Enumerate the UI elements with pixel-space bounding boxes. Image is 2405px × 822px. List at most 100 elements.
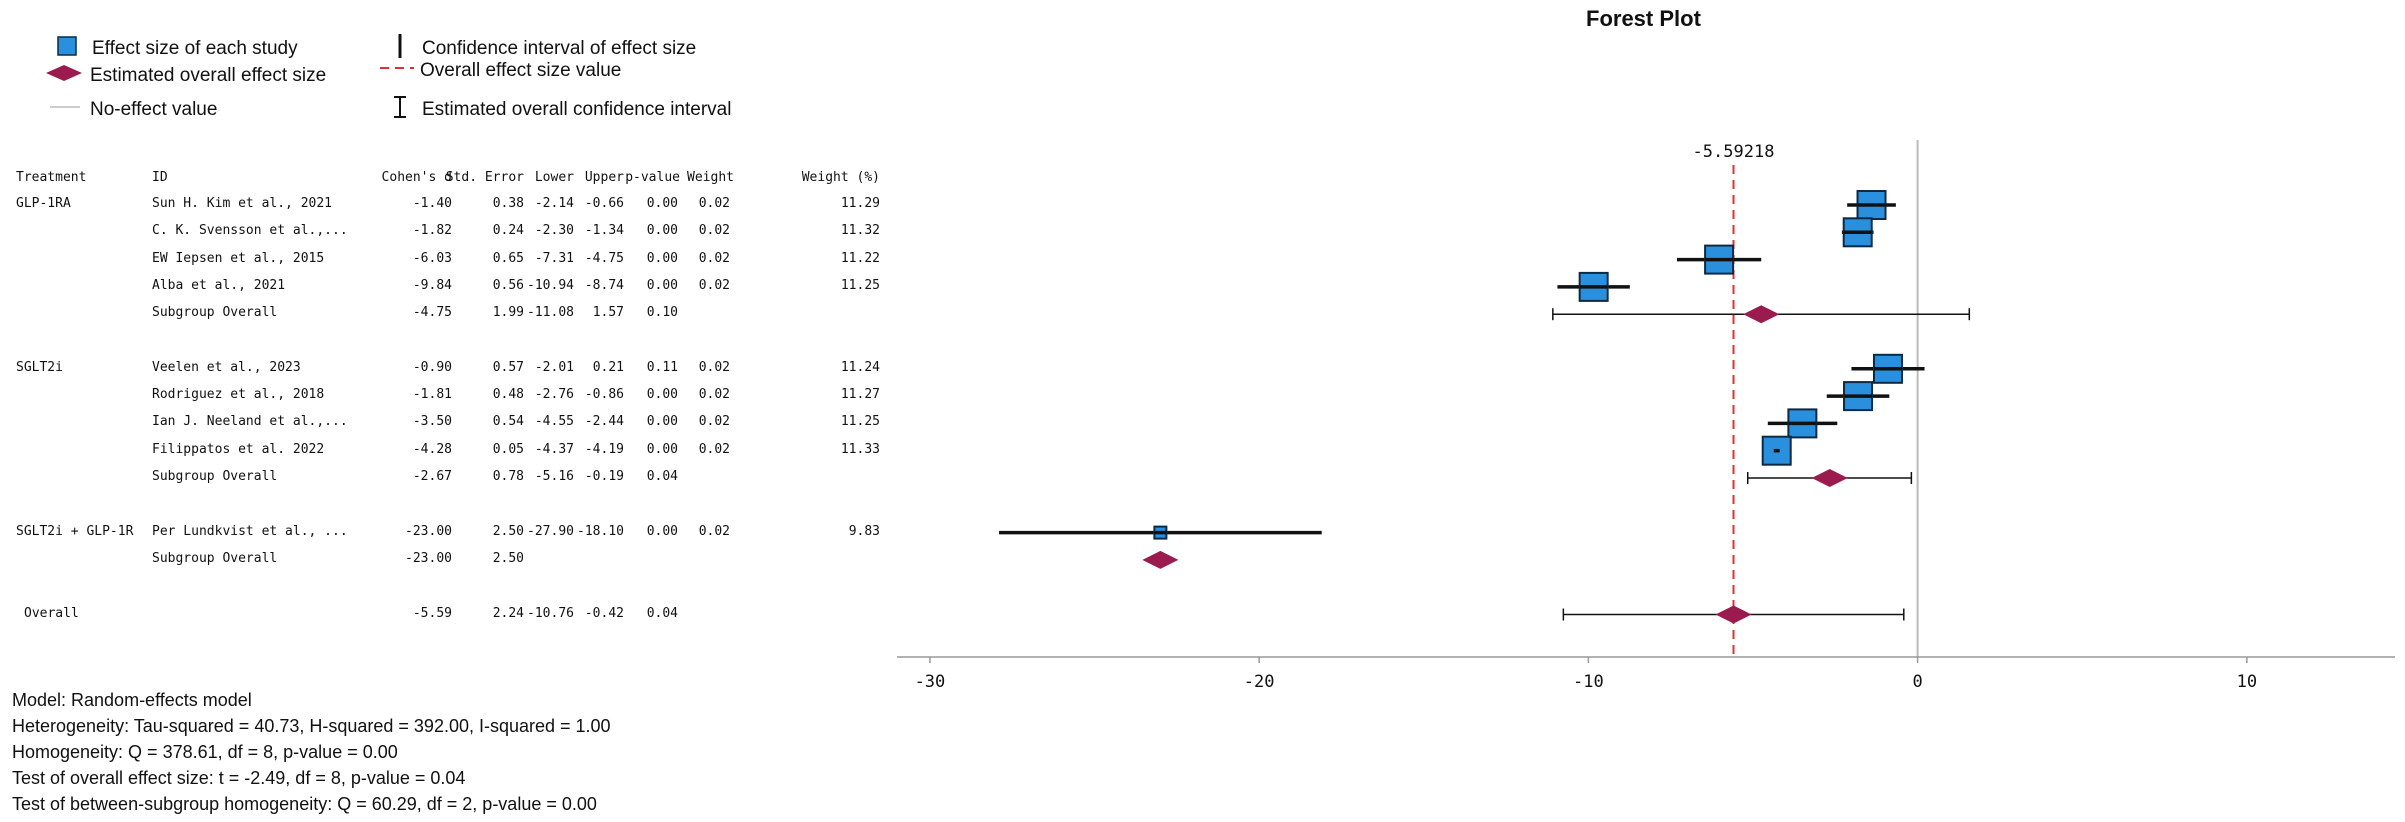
table-cell-id: Alba et al., 2021 — [152, 277, 286, 293]
table-cell-upper: -0.66 — [584, 196, 624, 211]
table-cell-weight: 0.02 — [698, 523, 730, 539]
table-cell-d: -3.50 — [412, 414, 452, 430]
table-cell-se: 0.56 — [492, 277, 524, 293]
legend-study-effect: Effect size of each study — [52, 36, 298, 62]
overall-effect-diamond — [1142, 550, 1179, 569]
overall-effect-diamond — [1811, 469, 1848, 487]
table-cell-upper: -0.86 — [584, 387, 624, 403]
table-cell-upper: -0.42 — [584, 605, 624, 621]
table-cell-lower: -4.37 — [534, 441, 574, 457]
table-cell-upper: -2.44 — [584, 414, 624, 430]
legend-ci-study: Confidence interval of effect size — [388, 34, 696, 64]
table-cell-p: 0.00 — [646, 387, 678, 403]
table-cell-lower: -11.08 — [527, 305, 574, 321]
table-cell-weight: 0.02 — [698, 387, 730, 403]
x-tick-label: -10 — [1573, 672, 1604, 692]
x-tick-label: -30 — [915, 672, 946, 692]
column-header: Weight — [687, 170, 734, 185]
table-cell-lower: -10.76 — [527, 605, 574, 621]
legend-label: Estimated overall confidence interval — [422, 99, 732, 120]
legend-label: Estimated overall effect size — [90, 65, 327, 86]
overall-effect-diamond — [1743, 305, 1780, 324]
column-header: Treatment — [16, 170, 87, 185]
table-cell-se: 2.50 — [492, 550, 524, 566]
table-cell-d: -1.82 — [412, 223, 452, 239]
table-cell-d: -9.84 — [412, 277, 452, 293]
table-cell-upper: 1.57 — [592, 305, 624, 321]
table-cell-se: 0.54 — [492, 414, 524, 430]
table-cell-lower: -27.90 — [527, 523, 574, 539]
legend-label: Overall effect size value — [420, 60, 622, 81]
table-cell-lower: -2.01 — [534, 359, 574, 375]
column-header: Lower — [534, 170, 574, 185]
table-cell-id: Filippatos et al. 2022 — [152, 441, 325, 457]
overall-effect-label: -5.59218 — [1693, 142, 1775, 162]
table-cell-weight_pct: 11.27 — [840, 387, 880, 403]
table-cell-p: 0.00 — [646, 250, 678, 266]
table-cell-upper: -0.19 — [584, 469, 624, 484]
line-icon — [50, 97, 80, 123]
table-cell-weight: 0.02 — [698, 414, 730, 430]
table-cell-lower: -5.16 — [534, 469, 574, 484]
table-cell-se: 1.99 — [492, 305, 524, 321]
legend-label: Effect size of each study — [92, 38, 298, 59]
table-cell-weight_pct: 11.32 — [840, 223, 880, 239]
x-tick-label: 10 — [2237, 672, 2257, 692]
table-cell-id: Sun H. Kim et al., 2021 — [152, 196, 333, 211]
square-icon — [52, 36, 82, 62]
table-cell-weight: 0.02 — [698, 441, 730, 457]
table-cell-weight_pct: 11.29 — [840, 196, 880, 211]
table-cell-upper: -8.74 — [584, 277, 624, 293]
overall-test-text: Test of overall effect size: t = -2.49, … — [12, 768, 466, 788]
table-cell-id: EW Iepsen et al., 2015 — [152, 250, 325, 266]
column-header: p-value — [625, 170, 680, 185]
table-cell-d: -4.28 — [412, 441, 452, 457]
table-cell-upper: 0.21 — [592, 359, 624, 375]
legend-overall-value: Overall effect size value — [380, 58, 621, 84]
table-cell-weight_pct: 11.33 — [840, 441, 880, 457]
table-cell-se: 2.50 — [492, 523, 524, 539]
table-cell-p: 0.00 — [646, 523, 678, 539]
table-cell-weight_pct: 11.25 — [840, 277, 880, 293]
table-cell-weight_pct: 11.22 — [840, 250, 880, 266]
table-cell-p: 0.04 — [646, 469, 678, 484]
table-cell-id: Subgroup Overall — [152, 550, 278, 566]
between-test-text: Test of between-subgroup homogeneity: Q … — [12, 794, 597, 814]
table-cell-treatment: Overall — [24, 605, 79, 621]
table-cell-d: -4.75 — [412, 305, 452, 321]
table-cell-treatment: SGLT2i + GLP-1R — [16, 523, 134, 539]
column-header: Upper — [584, 170, 624, 185]
error-bar-icon — [388, 95, 412, 125]
homogeneity-text: Homogeneity: Q = 378.61, df = 8, p-value… — [12, 742, 398, 762]
table-cell-d: -23.00 — [405, 550, 452, 566]
table-cell-id: Veelen et al., 2023 — [152, 359, 301, 375]
table-cell-id: Subgroup Overall — [152, 469, 278, 484]
table-cell-lower: -2.30 — [534, 223, 574, 239]
table-cell-d: -5.59 — [412, 605, 452, 621]
table-cell-d: -1.40 — [412, 196, 452, 211]
table-cell-d: -23.00 — [405, 523, 452, 539]
table-cell-weight_pct: 11.24 — [840, 359, 880, 375]
table-cell-weight_pct: 9.83 — [848, 523, 880, 539]
vertical-line-icon — [388, 34, 412, 64]
table-cell-lower: -4.55 — [534, 414, 574, 430]
table-cell-d: -2.67 — [412, 469, 452, 484]
table-cell-weight: 0.02 — [698, 223, 730, 239]
table-cell-se: 0.57 — [492, 359, 524, 375]
table-cell-id: Ian J. Neeland et al.,... — [152, 414, 348, 430]
table-cell-id: C. K. Svensson et al.,... — [152, 223, 348, 239]
column-header: Std. Error — [445, 170, 524, 185]
dashed-line-icon — [380, 58, 414, 84]
diamond-icon — [46, 63, 82, 89]
table-cell-p: 0.11 — [646, 359, 678, 375]
table-cell-id: Rodriguez et al., 2018 — [152, 387, 325, 403]
table-cell-lower: -2.76 — [534, 387, 574, 403]
column-header: Cohen's d — [381, 170, 452, 185]
table-cell-p: 0.00 — [646, 223, 678, 239]
x-tick-label: -20 — [1244, 672, 1275, 692]
table-cell-weight_pct: 11.25 — [840, 414, 880, 430]
table-cell-p: 0.00 — [646, 441, 678, 457]
table-cell-weight: 0.02 — [698, 277, 730, 293]
table-cell-upper: -1.34 — [584, 223, 624, 239]
column-header: Weight (%) — [801, 170, 880, 185]
